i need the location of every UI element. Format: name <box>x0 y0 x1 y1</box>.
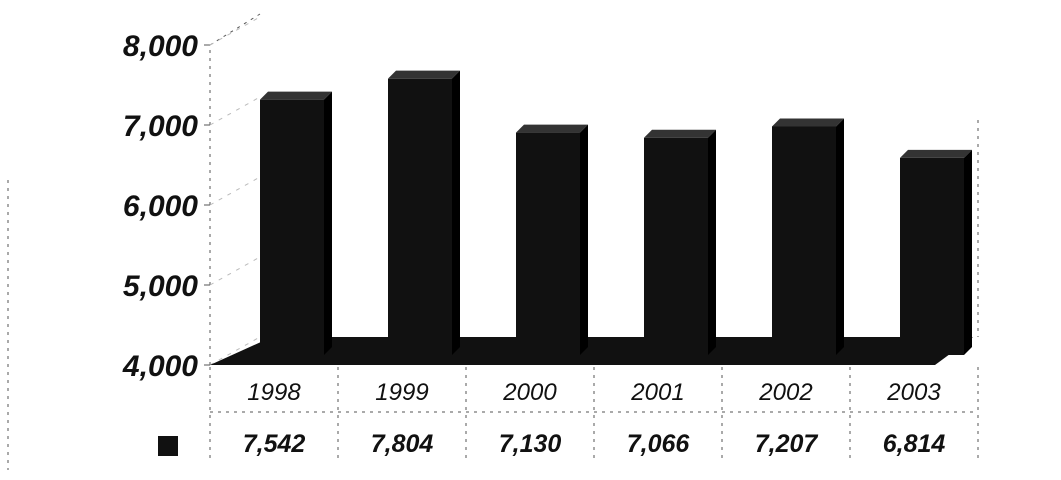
y-tick-label: 8,000 <box>123 30 198 63</box>
y-tick-label: 4,000 <box>122 350 198 383</box>
data-label: 6,814 <box>883 430 946 458</box>
data-label: 7,130 <box>499 430 562 458</box>
y-axis: 4,000 5,000 6,000 7,000 8,000 <box>122 16 261 383</box>
y-depth-line <box>209 256 261 286</box>
data-label: 7,804 <box>371 430 434 458</box>
data-label: 7,066 <box>627 430 691 458</box>
data-table: 1998 7,542 1999 7,804 2000 7,130 2001 7,066 2002… <box>158 367 979 462</box>
x-tick-label: 1999 <box>375 379 428 406</box>
data-label: 7,207 <box>755 430 819 458</box>
bar <box>388 70 460 356</box>
y-depth-line <box>209 176 261 206</box>
x-tick-label: 2000 <box>502 379 557 406</box>
legend-key <box>158 436 178 456</box>
y-depth-line <box>209 96 261 126</box>
x-tick-label: 1998 <box>247 379 301 406</box>
x-tick-label: 2003 <box>886 379 941 406</box>
bar <box>644 129 716 355</box>
bar <box>516 124 588 355</box>
bar-series <box>260 70 972 356</box>
bar <box>772 118 844 355</box>
back-wall-left-edge <box>209 13 261 365</box>
x-tick-label: 2001 <box>630 379 684 406</box>
y-tick-label: 7,000 <box>123 110 198 143</box>
x-tick-label: 2002 <box>758 379 812 406</box>
y-tick-label: 6,000 <box>123 190 198 223</box>
y-tick-label: 5,000 <box>123 270 198 303</box>
data-label: 7,542 <box>243 430 306 458</box>
bar <box>900 149 972 355</box>
bar <box>260 91 332 355</box>
